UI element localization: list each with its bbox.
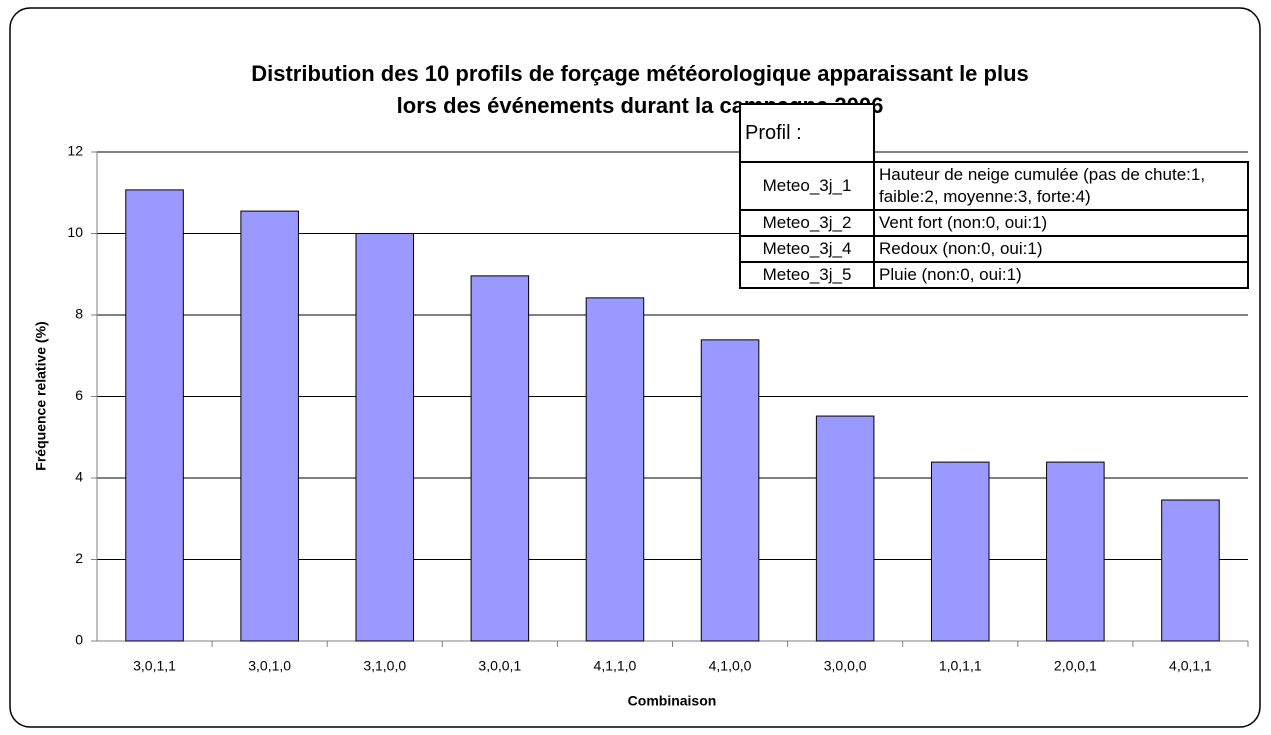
x-axis-label: Combinaison xyxy=(628,693,717,709)
bar xyxy=(930,461,990,642)
profile-table: Profil : Meteo_3j_1 Hauteur de neige cumu… xyxy=(739,103,1249,290)
x-tick-label: 4,1,0,0 xyxy=(709,658,752,674)
y-tick-label: 10 xyxy=(67,224,83,240)
y-tick-label: 2 xyxy=(75,550,83,566)
bar xyxy=(815,415,875,642)
table-row: Meteo_3j_4 Redoux (non:0, oui:1) xyxy=(739,235,1249,264)
profile-description: Redoux (non:0, oui:1) xyxy=(873,235,1249,264)
table-row: Meteo_3j_5 Pluie (non:0, oui:1) xyxy=(739,261,1249,290)
x-tick-label: 4,1,1,0 xyxy=(594,658,637,674)
y-tick-label: 12 xyxy=(67,143,83,159)
profile-code: Meteo_3j_5 xyxy=(739,261,875,290)
x-tick-label: 2,0,0,1 xyxy=(1054,658,1097,674)
profile-code: Meteo_3j_4 xyxy=(739,235,875,264)
bar xyxy=(585,297,645,642)
profile-description: Pluie (non:0, oui:1) xyxy=(873,261,1249,290)
profile-description: Hauteur de neige cumulée (pas de chute:1… xyxy=(873,160,1249,212)
x-tick-label: 3,0,0,1 xyxy=(478,658,521,674)
bar xyxy=(240,210,299,642)
table-row: Meteo_3j_1 Hauteur de neige cumulée (pas … xyxy=(739,160,1249,212)
table-header: Profil : xyxy=(739,103,875,163)
profile-code: Meteo_3j_1 xyxy=(739,160,875,212)
bar xyxy=(1046,461,1105,642)
bar xyxy=(1161,499,1220,642)
x-tick-label: 3,0,0,0 xyxy=(824,658,867,674)
x-tick-label: 3,1,0,0 xyxy=(363,658,406,674)
y-axis-label: Fréquence relative (%) xyxy=(33,321,49,470)
y-tick-label: 8 xyxy=(75,306,83,322)
y-tick-label: 6 xyxy=(75,387,83,403)
y-tick-label: 4 xyxy=(75,469,83,485)
bar xyxy=(470,275,530,642)
profile-description: Vent fort (non:0, oui:1) xyxy=(873,209,1249,238)
bar xyxy=(125,189,184,642)
y-tick-label: 0 xyxy=(75,632,83,648)
table-row: Meteo_3j_2 Vent fort (non:0, oui:1) xyxy=(739,209,1249,238)
chart-title: Distribution des 10 profils de forçage m… xyxy=(251,61,1029,86)
bar xyxy=(355,233,415,642)
x-tick-label: 1,0,1,1 xyxy=(939,658,982,674)
x-tick-label: 3,0,1,1 xyxy=(133,658,176,674)
bar xyxy=(700,339,760,642)
x-tick-label: 4,0,1,1 xyxy=(1169,658,1212,674)
profile-code: Meteo_3j_2 xyxy=(739,209,875,238)
x-tick-label: 3,0,1,0 xyxy=(248,658,291,674)
